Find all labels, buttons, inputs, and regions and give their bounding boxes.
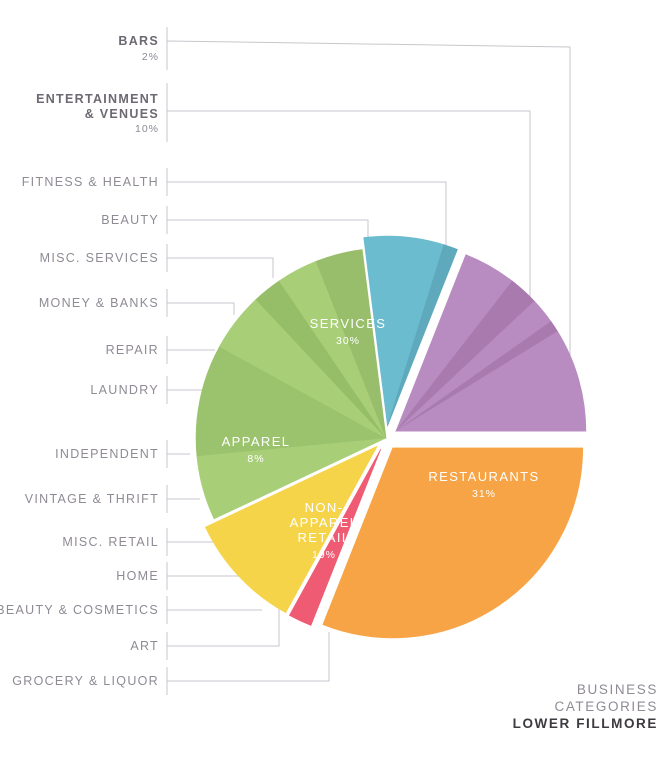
slice-laundry — [315, 249, 387, 439]
label-money-and-banks: MONEY & BANKS — [39, 296, 159, 310]
label-independent: INDEPENDENT — [55, 447, 159, 461]
slice-pct-restaurants: 31% — [472, 488, 496, 500]
label-home: HOME — [116, 569, 159, 583]
slice-label-non-apparel-retail-1: NON- — [305, 500, 344, 515]
leader-misc-services — [167, 257, 274, 278]
pie-slices — [195, 235, 587, 639]
label-fitness-and-health: FITNESS & HEALTH — [22, 175, 159, 189]
label-vintage-and-thrift: VINTAGE & THRIFT — [25, 492, 159, 506]
title-line-1: BUSINESS — [576, 682, 658, 697]
label-repair: REPAIR — [106, 343, 159, 357]
label-entertainment-and-venues-2: & VENUES — [85, 107, 159, 121]
label-grocery-and-liquor: GROCERY & LIQUOR — [12, 674, 159, 688]
slice-vintage-and-thrift — [387, 244, 458, 427]
slice-bars — [288, 448, 382, 626]
label-bars: BARS — [118, 34, 159, 48]
slice-entertainment-and-venues — [204, 445, 378, 614]
leader-art — [167, 598, 280, 647]
title-main: LOWER FILLMORE — [512, 716, 658, 731]
slice-label-apparel: APPAREL — [222, 434, 291, 449]
slice-label-services: SERVICES — [310, 316, 387, 331]
leader-beauty — [167, 219, 369, 242]
leader-fitness-and-health — [167, 181, 447, 252]
leader-grocery-and-liquor — [167, 632, 330, 682]
slice-labels: RESTAURANTS31%SERVICES30%APPAREL8%NON-AP… — [222, 316, 539, 561]
label-beauty: BEAUTY — [101, 213, 159, 227]
slice-grocery-and-liquor — [394, 331, 587, 432]
chart-title: BUSINESS CATEGORIES LOWER FILLMORE — [513, 681, 658, 732]
slice-label-restaurants: RESTAURANTS — [428, 469, 539, 484]
leader-lines — [166, 27, 571, 695]
label-laundry: LAUNDRY — [90, 383, 159, 397]
slice-label-non-apparel-retail-2: APPAREL — [290, 515, 359, 530]
category-labels: BARS 2% ENTERTAINMENT& VENUES 10% FITNESS & … — [0, 34, 159, 688]
slice-pct-services: 30% — [336, 335, 360, 347]
label-misc-services: MISC. SERVICES — [40, 251, 159, 265]
slice-pct-non-apparel-retail: 19% — [312, 549, 336, 561]
label-beauty-and-cosmetics: BEAUTY & COSMETICS — [0, 603, 159, 617]
label-misc-retail: MISC. RETAIL — [62, 535, 159, 549]
label-pct-bars: 2% — [142, 51, 159, 63]
leader-entertainment-and-venues — [167, 110, 531, 310]
label-art: ART — [130, 639, 159, 653]
label-pct-entertainment-and-venues: 10% — [135, 123, 159, 135]
slice-restaurants — [322, 447, 584, 639]
slice-beauty — [195, 346, 387, 457]
label-entertainment-and-venues-1: ENTERTAINMENT — [36, 92, 159, 106]
slice-label-non-apparel-retail-3: RETAIL — [298, 530, 351, 545]
slice-pct-apparel: 8% — [247, 453, 264, 465]
leader-money-and-banks — [167, 302, 235, 315]
leader-bars — [166, 40, 571, 370]
title-line-2: CATEGORIES — [554, 699, 658, 714]
